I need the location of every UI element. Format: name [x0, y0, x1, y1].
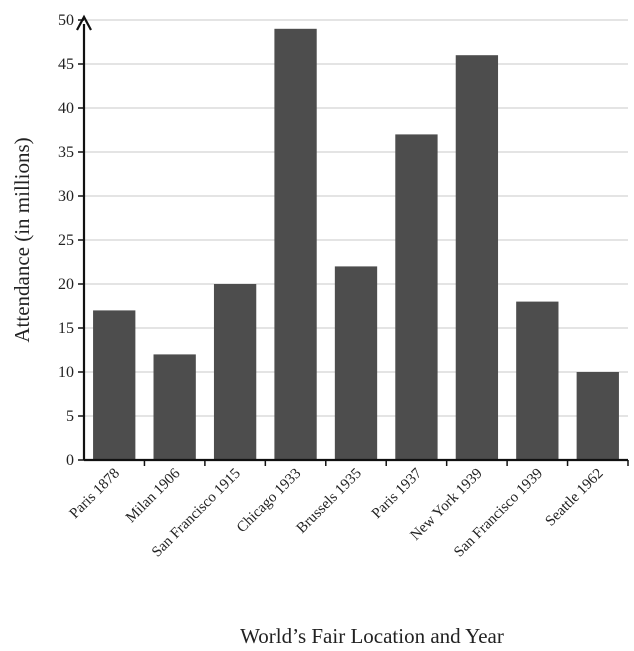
- x-tick-label: Paris 1937: [369, 465, 426, 522]
- bar: [576, 372, 619, 460]
- y-tick-label: 15: [58, 320, 74, 337]
- y-tick-label: 5: [66, 408, 74, 425]
- y-tick-label: 45: [58, 56, 74, 73]
- x-tick-label: Paris 1878: [67, 466, 123, 522]
- y-tick-label: 30: [58, 188, 74, 205]
- y-tick-label: 40: [58, 100, 74, 117]
- y-axis-arrow-icon: [76, 14, 92, 31]
- x-tick-label: Seattle 1962: [543, 466, 607, 530]
- y-tick-label: 20: [58, 276, 74, 293]
- bar: [274, 28, 317, 461]
- bar: [516, 301, 559, 460]
- x-tick-label: Milan 1906: [123, 465, 184, 526]
- y-tick-label: 35: [58, 144, 74, 161]
- bar: [395, 134, 438, 460]
- bar: [455, 55, 499, 460]
- bar: [334, 266, 378, 460]
- x-tick-label: Brussels 1935: [294, 466, 365, 537]
- y-tick-label: 50: [58, 12, 74, 29]
- y-ticks: 0 5 10 15 20 25 30 35 40 45 50: [58, 12, 84, 469]
- axes: [76, 14, 628, 462]
- bars: [93, 28, 619, 461]
- y-tick-label: 0: [66, 452, 74, 469]
- bar: [93, 310, 136, 460]
- y-axis-title: Attendance (in millions): [10, 137, 34, 342]
- bar: [153, 354, 196, 460]
- y-tick-label: 10: [58, 364, 74, 381]
- x-axis-title: World’s Fair Location and Year: [240, 624, 504, 648]
- y-tick-label: 25: [58, 232, 74, 249]
- bar: [213, 284, 257, 460]
